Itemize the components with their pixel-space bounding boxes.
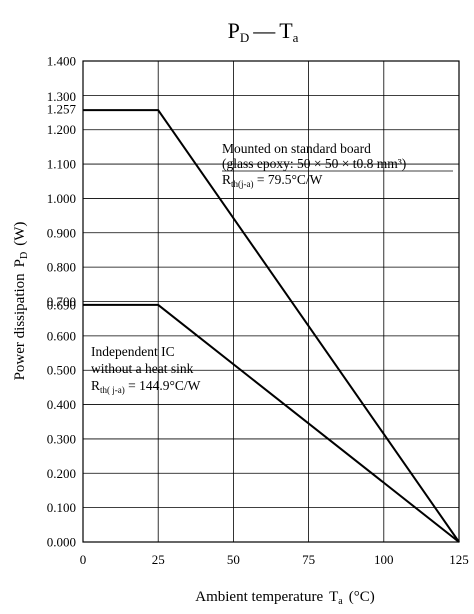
y-tick-label: 0.690 bbox=[47, 297, 76, 312]
x-tick-labels: 0 25 50 75 100 125 bbox=[80, 552, 469, 567]
chart-title: PD — Ta bbox=[228, 18, 299, 45]
y-tick-label: 1.000 bbox=[47, 191, 76, 206]
y-tick-label: 0.000 bbox=[47, 535, 76, 550]
y-tick-label: 0.400 bbox=[47, 397, 76, 412]
x-axis-label: Ambient temperature Ta (°C) bbox=[195, 589, 375, 607]
annotation-2-line1: Independent IC bbox=[91, 344, 175, 359]
x-tick-label: 50 bbox=[227, 552, 240, 567]
grid bbox=[83, 61, 459, 542]
y-tick-label: 1.100 bbox=[47, 157, 76, 172]
y-tick-label: 1.400 bbox=[47, 54, 76, 69]
y-axis-label: Power dissipationPD(W) bbox=[12, 222, 30, 381]
x-tick-label: 100 bbox=[374, 552, 394, 567]
annotation-2-line2: without a heat sink bbox=[91, 361, 194, 376]
annotation-mounted-board: Mounted on standard board (glass epoxy: … bbox=[222, 141, 453, 189]
annotation-1-line3: Rth(j-a) = 79.5°C/W bbox=[222, 172, 323, 189]
y-tick-label: 0.900 bbox=[47, 225, 76, 240]
x-tick-label: 25 bbox=[152, 552, 165, 567]
x-tick-label: 75 bbox=[302, 552, 315, 567]
y-tick-label: 0.100 bbox=[47, 500, 76, 515]
x-tick-label: 125 bbox=[449, 552, 469, 567]
plot-frame bbox=[82, 60, 460, 543]
y-tick-label: 0.300 bbox=[47, 431, 76, 446]
y-tick-label: 1.300 bbox=[47, 89, 76, 104]
annotation-1-line1: Mounted on standard board bbox=[222, 141, 371, 156]
y-tick-labels: 0.000 0.100 0.200 0.300 0.400 0.500 0.600 0.690… bbox=[47, 54, 77, 550]
y-tick-label: 0.800 bbox=[47, 260, 76, 275]
annotation-1-line2: (glass epoxy: 50 × 50 × t0.8 mm³) bbox=[222, 156, 406, 171]
y-tick-label: 0.700 bbox=[47, 294, 76, 309]
annotation-2-line3: Rth( j-a) = 144.9°C/W bbox=[91, 378, 201, 395]
annotation-independent-ic: Independent IC without a heat sink Rth( … bbox=[91, 344, 201, 395]
y-tick-label: 0.200 bbox=[47, 466, 76, 481]
y-tick-label: 1.257 bbox=[47, 102, 77, 117]
series-line-1 bbox=[83, 109, 460, 543]
series bbox=[83, 109, 460, 543]
y-tick-label: 0.500 bbox=[47, 363, 76, 378]
y-tick-label: 1.200 bbox=[47, 122, 76, 137]
series-line-2 bbox=[83, 303, 460, 543]
x-tick-label: 0 bbox=[80, 552, 87, 567]
y-tick-label: 0.600 bbox=[47, 328, 76, 343]
